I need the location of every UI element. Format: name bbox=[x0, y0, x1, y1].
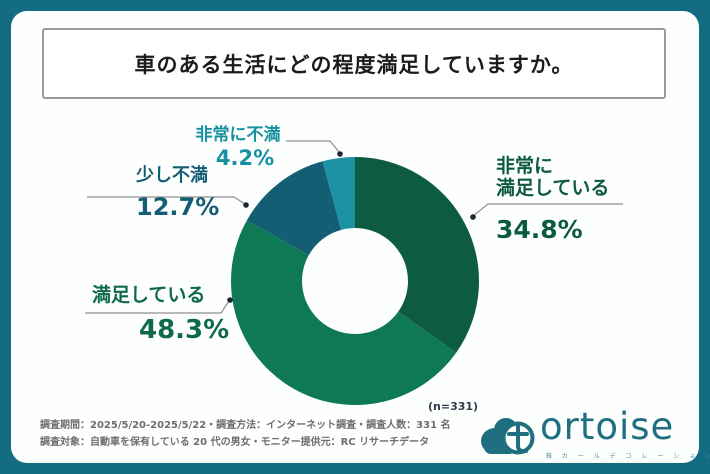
callout-satisfied-value: 48.3% bbox=[139, 315, 230, 345]
donut-segment-少し不満 bbox=[246, 161, 342, 256]
title-box: 車のある生活にどの程度満足していますか。 bbox=[42, 28, 666, 99]
donut-segment-非常に満足している bbox=[355, 157, 480, 353]
survey-notes: 調査期間：2025/5/20-2025/5/22・調査方法：インターネット調査・… bbox=[40, 417, 451, 451]
donut-segment-非常に不満 bbox=[322, 157, 355, 230]
callout-very-dissatisfied-label: 非常に不満 bbox=[195, 125, 281, 145]
callout-slightly-dissatisfied-label: 少し不満 bbox=[136, 165, 208, 186]
callout-very-satisfied-value: 34.8% bbox=[496, 214, 583, 244]
donut-segment-満足している bbox=[231, 220, 457, 406]
leader-line-slightly-dissatisfied bbox=[87, 196, 246, 205]
leader-dot-satisfied bbox=[227, 297, 233, 303]
callout-very-satisfied-label: 非常に 満足している bbox=[496, 155, 609, 200]
callout-very-dissatisfied: 非常に不満 4.2% bbox=[182, 125, 294, 170]
callout-very-satisfied: 非常に 満足している 34.8% bbox=[496, 155, 609, 245]
leader-dots bbox=[227, 151, 476, 303]
brand-wordmark: ortoise bbox=[540, 405, 675, 448]
donut-segments bbox=[231, 157, 480, 406]
leader-line-satisfied bbox=[85, 300, 230, 314]
leader-line-very-dissatisfied bbox=[286, 140, 340, 153]
callout-slightly-dissatisfied: 少し不満 12.7% bbox=[136, 165, 220, 221]
leader-line-very-satisfied bbox=[472, 203, 623, 217]
tortoise-icon bbox=[481, 418, 535, 455]
callout-very-satisfied-label-line2: 満足している bbox=[496, 177, 610, 200]
callout-satisfied-label: 満足している bbox=[92, 284, 206, 306]
leader-lines bbox=[85, 140, 623, 314]
leader-dot-slightly-dissatisfied bbox=[243, 202, 249, 208]
callout-very-satisfied-label-line1: 非常に bbox=[496, 155, 554, 177]
callout-slightly-dissatisfied-value: 12.7% bbox=[136, 192, 220, 221]
brand-logo: ortoise 株 カ ー ル デ コ レ ー シ ョ ン bbox=[478, 405, 710, 463]
leader-dot-very-satisfied bbox=[470, 214, 476, 220]
survey-note-line2: 調査対象：自動車を保有している 20 代の男女・モニター提供元：RC リサーチデ… bbox=[40, 437, 430, 448]
callout-very-dissatisfied-value: 4.2% bbox=[215, 145, 275, 170]
survey-note-line1: 調査期間：2025/5/20-2025/5/22・調査方法：インターネット調査・… bbox=[40, 420, 451, 431]
page-title: 車のある生活にどの程度満足していますか。 bbox=[134, 52, 574, 77]
leader-dot-very-dissatisfied bbox=[337, 151, 343, 157]
brand-subtext: 株 カ ー ル デ コ レ ー シ ョ ン bbox=[546, 453, 710, 460]
sample-size-label: (n=331) bbox=[428, 400, 479, 413]
